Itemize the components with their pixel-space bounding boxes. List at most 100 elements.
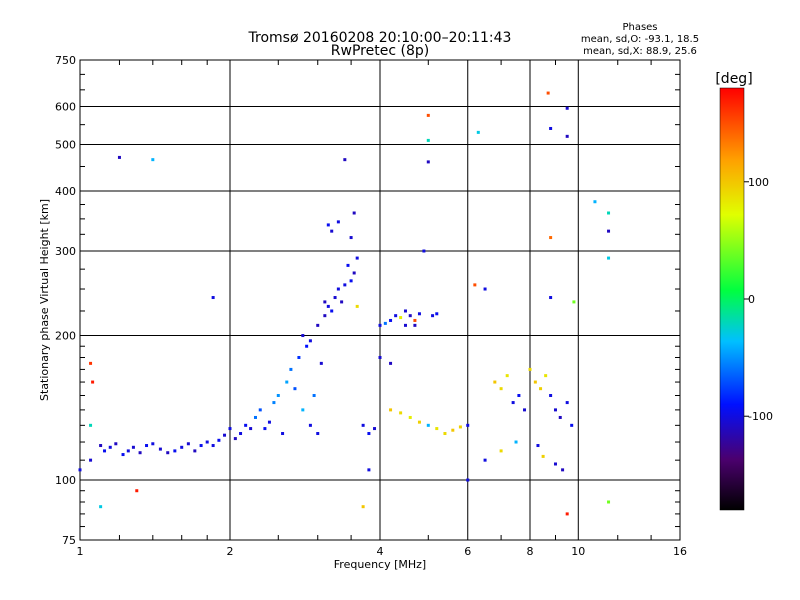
data-point xyxy=(91,380,95,384)
data-point xyxy=(367,432,371,436)
x-tick-label: 16 xyxy=(673,545,687,558)
data-point xyxy=(158,447,162,451)
colorbar-tick-label: 0 xyxy=(748,293,755,306)
data-point xyxy=(349,236,353,240)
data-point xyxy=(330,309,334,313)
data-point xyxy=(572,300,576,304)
phases-heading: Phases xyxy=(622,22,657,33)
data-point xyxy=(378,323,382,327)
data-point xyxy=(343,158,347,162)
data-point xyxy=(199,444,203,448)
data-point xyxy=(413,318,417,322)
data-point xyxy=(355,304,359,308)
data-point xyxy=(466,423,470,427)
data-point xyxy=(373,427,377,431)
data-point xyxy=(89,361,93,365)
y-tick-label: 200 xyxy=(55,330,76,343)
y-tick-label: 600 xyxy=(55,101,76,114)
data-point xyxy=(205,440,209,444)
data-point xyxy=(297,355,301,359)
x-tick-label: 1 xyxy=(77,545,84,558)
x-axis-ticks: 1 2 4 6 8 10 16 xyxy=(77,60,687,558)
x-axis-label: Frequency [MHz] xyxy=(334,558,426,571)
data-point xyxy=(333,296,337,300)
data-point xyxy=(422,249,426,253)
data-point xyxy=(135,489,139,493)
phases-x-stats: mean, sd,X: 88.9, 25.6 xyxy=(583,46,697,57)
data-point xyxy=(565,106,569,110)
data-point xyxy=(233,437,237,441)
data-point xyxy=(367,468,371,472)
data-point xyxy=(340,300,344,304)
data-point xyxy=(323,314,327,318)
data-point xyxy=(108,445,112,449)
data-point xyxy=(533,380,537,384)
data-point xyxy=(138,451,142,455)
data-point xyxy=(249,427,253,431)
data-point xyxy=(565,134,569,138)
data-point xyxy=(511,401,515,405)
data-point xyxy=(523,408,527,412)
data-point xyxy=(553,462,557,466)
data-point xyxy=(323,300,327,304)
data-point xyxy=(483,287,487,291)
data-point xyxy=(541,454,545,458)
data-point xyxy=(443,432,447,436)
chart-title: Tromsø 20160208 20:10:00–20:11:43 xyxy=(248,30,512,46)
colorbar-ticks: 100 0 -100 xyxy=(744,176,773,423)
data-point xyxy=(426,160,430,164)
data-point xyxy=(466,478,470,482)
data-point xyxy=(570,423,574,427)
data-point xyxy=(305,344,309,348)
data-point xyxy=(319,361,323,365)
data-point xyxy=(417,420,421,424)
data-point xyxy=(408,415,412,419)
data-point xyxy=(394,314,398,318)
data-point xyxy=(431,314,435,318)
data-point xyxy=(426,423,430,427)
data-point xyxy=(343,283,347,287)
data-point xyxy=(565,401,569,405)
data-point xyxy=(549,296,553,300)
data-point xyxy=(413,323,417,327)
data-point xyxy=(549,126,553,130)
data-point xyxy=(346,263,350,267)
y-axis-label: Stationary phase Virtual Height [km] xyxy=(38,199,51,401)
data-point xyxy=(336,287,340,291)
data-point xyxy=(476,130,480,134)
data-point xyxy=(267,420,271,424)
data-point xyxy=(483,458,487,462)
colorbar-label: [deg] xyxy=(715,71,752,87)
data-point xyxy=(352,211,356,215)
data-point xyxy=(308,339,312,343)
y-tick-label: 100 xyxy=(55,474,76,487)
data-point xyxy=(239,432,243,436)
data-point xyxy=(546,91,550,95)
data-point xyxy=(352,271,356,275)
y-tick-label: 500 xyxy=(55,139,76,152)
colorbar-tick-label: -100 xyxy=(748,410,773,423)
data-point xyxy=(289,367,293,371)
data-point xyxy=(607,229,611,233)
data-point xyxy=(389,361,393,365)
x-tick-label: 8 xyxy=(527,545,534,558)
phases-o-stats: mean, sd,O: -93.1, 18.5 xyxy=(581,34,699,45)
x-tick-label: 6 xyxy=(464,545,471,558)
data-point xyxy=(399,411,403,415)
data-point xyxy=(403,309,407,313)
data-point xyxy=(293,387,297,391)
y-tick-label: 75 xyxy=(62,534,76,547)
data-point xyxy=(435,427,439,431)
data-point xyxy=(285,380,289,384)
x-tick-label: 2 xyxy=(227,545,234,558)
data-point xyxy=(514,440,518,444)
data-point xyxy=(505,374,509,378)
data-point xyxy=(536,444,540,448)
data-point xyxy=(408,314,412,318)
y-tick-label: 750 xyxy=(55,54,76,67)
data-point xyxy=(78,468,82,472)
data-point xyxy=(378,355,382,359)
data-point xyxy=(217,438,221,442)
data-point xyxy=(211,296,215,300)
